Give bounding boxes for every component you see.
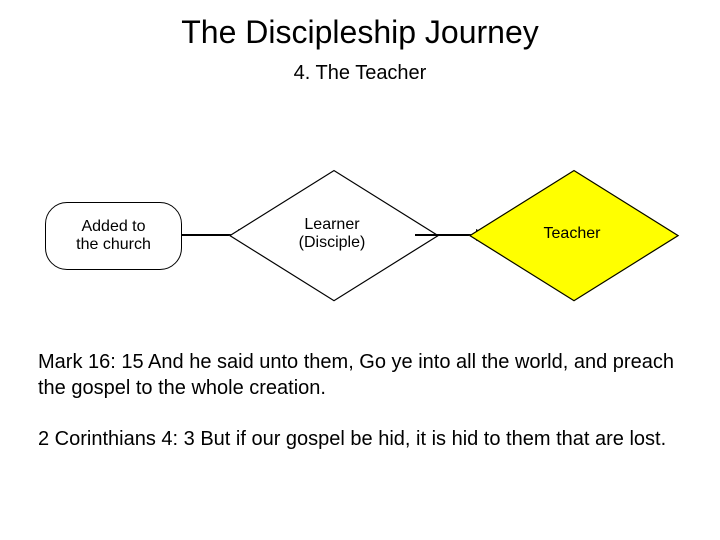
page-title: The Discipleship Journey — [0, 14, 720, 51]
node-teacher: Teacher — [444, 170, 700, 298]
node-label-text: Learner(Disciple) — [299, 216, 366, 253]
verse-2: 2 Corinthians 4: 3 But if our gospel be … — [38, 427, 682, 453]
node-label: Teacher — [492, 170, 652, 298]
flowchart: Added tothe church Learner(Disciple) Tea… — [0, 170, 720, 320]
verse-1: Mark 16: 15 And he said unto them, Go ye… — [38, 350, 682, 401]
node-added-to-church: Added tothe church — [45, 202, 182, 270]
node-label: Added tothe church — [76, 218, 151, 255]
node-label: Learner(Disciple) — [252, 170, 412, 298]
page-subtitle: 4. The Teacher — [0, 62, 720, 85]
node-label-text: Teacher — [544, 225, 601, 243]
